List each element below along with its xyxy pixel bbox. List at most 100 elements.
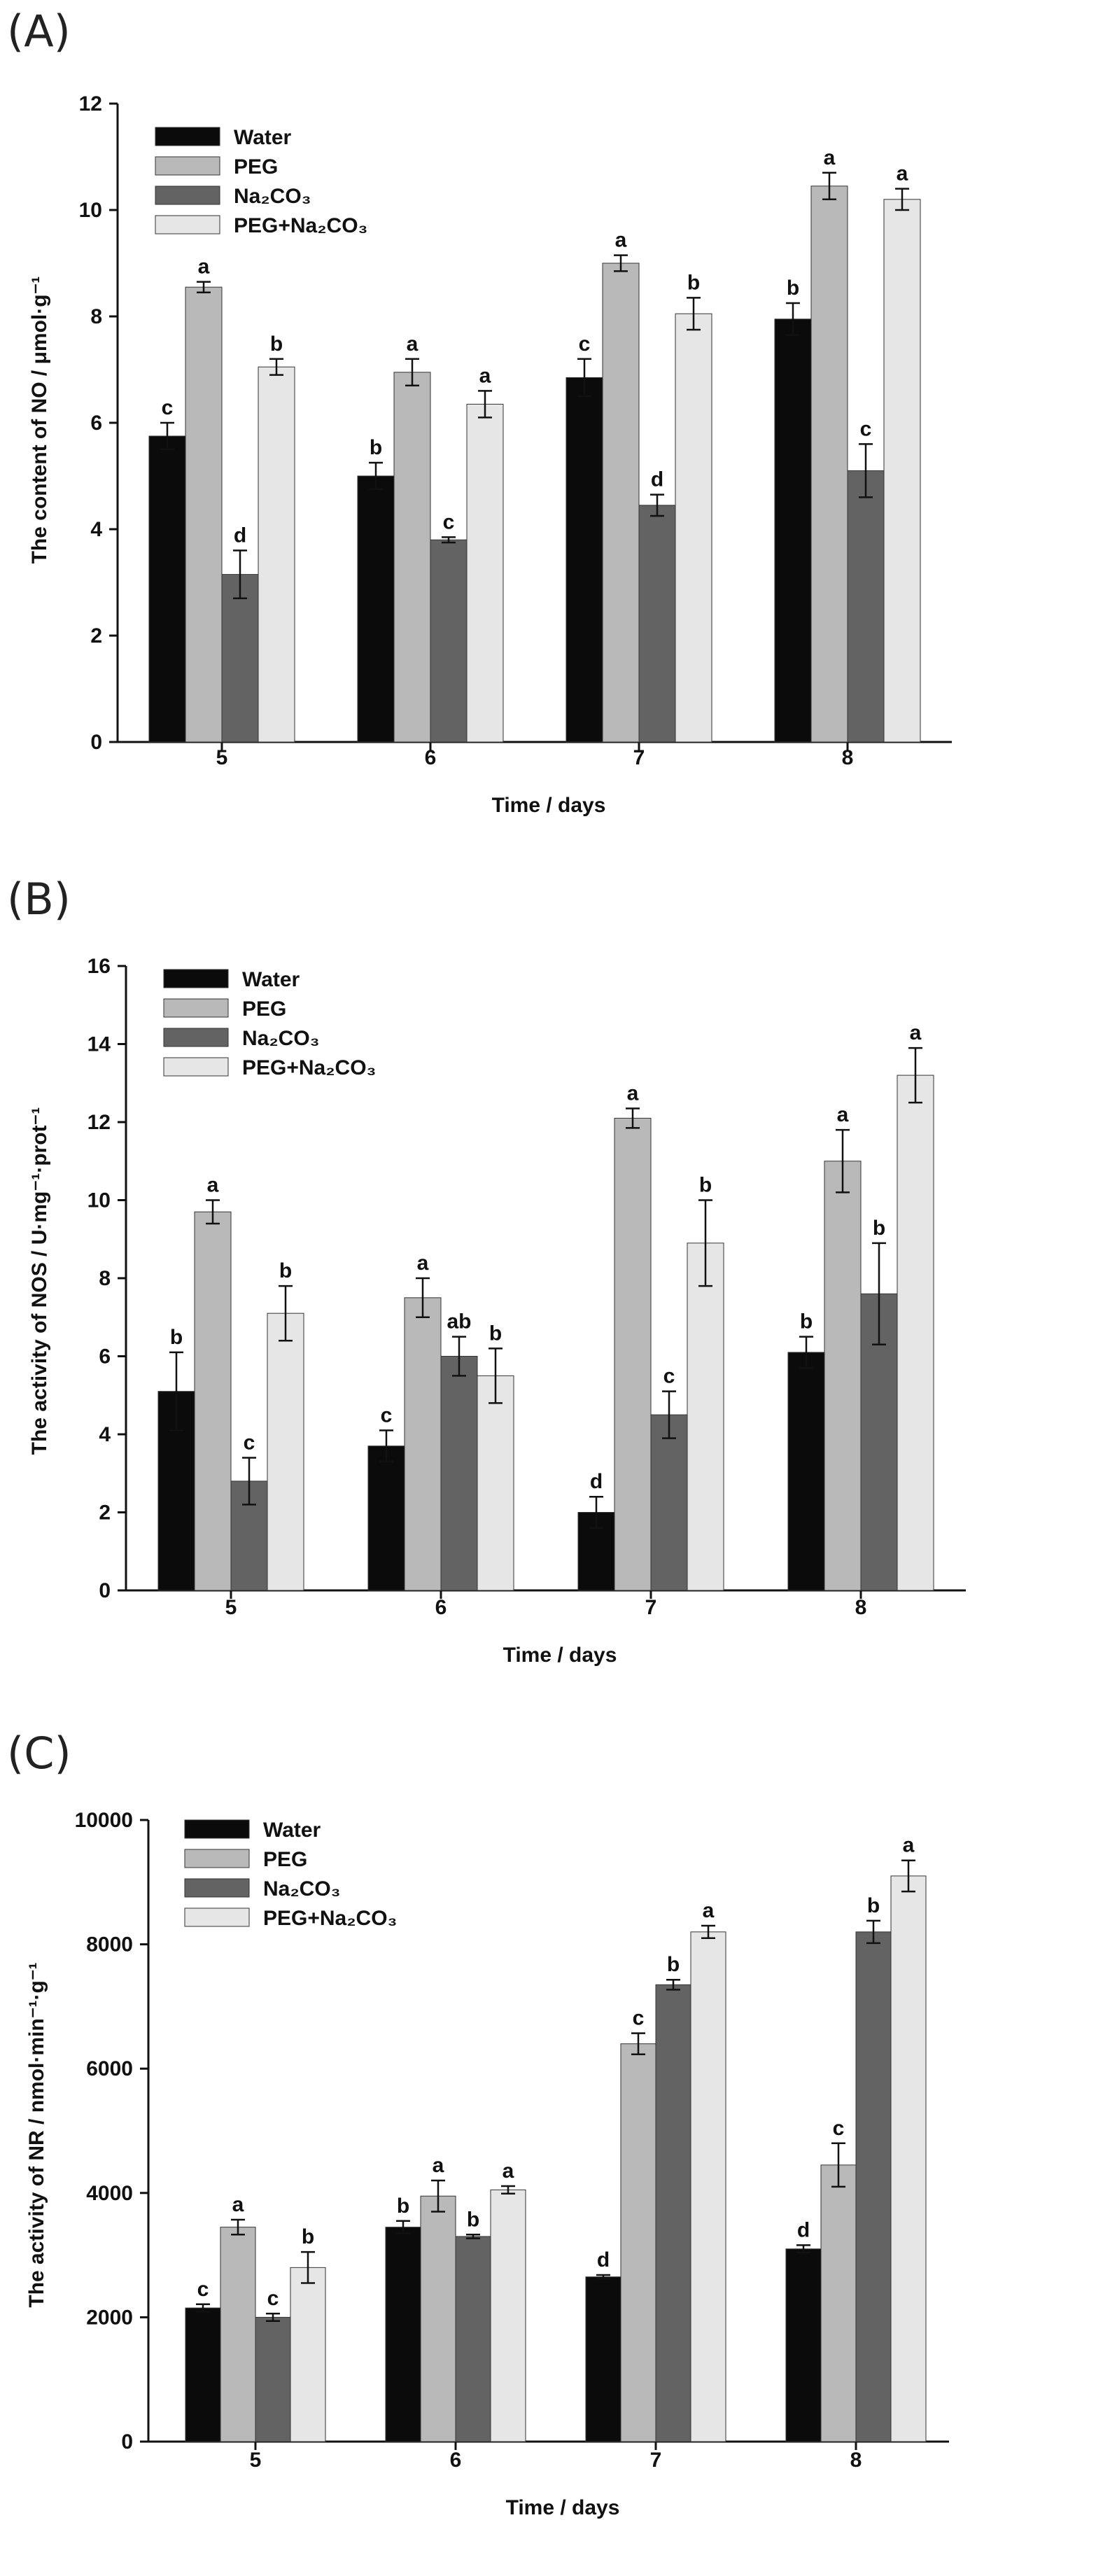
x-tick-label: 5: [216, 746, 228, 769]
significance-letter: c: [663, 1365, 675, 1388]
legend-swatch: [184, 1878, 250, 1898]
bar-peg: [404, 1297, 442, 1591]
y-tick-label: 4000: [86, 2182, 133, 2205]
bar-peg-na2co3: [267, 1312, 304, 1591]
legend-swatch: [155, 215, 220, 234]
bar-peg: [810, 186, 848, 743]
bar-peg-na2co3: [490, 2189, 526, 2442]
y-tick-label: 0: [121, 2430, 133, 2454]
legend-swatch: [184, 1907, 250, 1927]
bar-peg-na2co3: [290, 2267, 326, 2442]
y-tick-label: 0: [99, 1579, 111, 1602]
x-tick-label: 5: [225, 1596, 237, 1619]
bar-peg-na2co3: [897, 1074, 934, 1591]
legend-swatch: [163, 998, 229, 1018]
significance-letter: a: [910, 1021, 922, 1044]
chart-a-svg: 0 2 4 6 8 10 12 The content of NO / μmol·g⁻¹ 5 c a…: [28, 92, 952, 817]
significance-letter: a: [897, 162, 908, 186]
bar-peg-na2co3: [477, 1375, 514, 1591]
x-tick-label: 5: [250, 2449, 262, 2472]
bar-water: [385, 2227, 421, 2442]
y-tick-label: 10: [79, 199, 102, 222]
significance-letter: b: [489, 1322, 502, 1345]
legend-swatch: [184, 1849, 250, 1868]
significance-letter: c: [162, 396, 174, 419]
bar-na2co3: [255, 2316, 291, 2442]
legend-swatch: [155, 127, 220, 146]
y-axis-label: The content of NO / μmol·g⁻¹: [28, 276, 51, 564]
bar-water: [785, 2248, 822, 2442]
significance-letter: a: [615, 229, 627, 252]
y-tick-label: 6: [99, 1345, 111, 1368]
significance-letter: b: [279, 1259, 292, 1282]
y-axis-label: The activity of NOS / U·mg⁻¹·prot⁻¹: [28, 1107, 51, 1455]
legend-label: Water: [263, 1819, 321, 1842]
bar-peg-na2co3: [690, 1931, 726, 2442]
legend-label: PEG+Na₂CO₃: [263, 1907, 397, 1930]
legend-label: Water: [242, 968, 300, 991]
significance-letter: c: [833, 2117, 845, 2140]
legend-label: PEG+Na₂CO₃: [234, 214, 367, 237]
bar-peg-na2co3: [890, 1875, 927, 2442]
significance-letter: c: [381, 1404, 393, 1427]
x-tick-label: 7: [645, 1596, 657, 1619]
bar-peg: [614, 1117, 652, 1591]
significance-letter: a: [207, 1174, 219, 1197]
bar-peg: [602, 262, 640, 743]
legend-label: PEG: [263, 1848, 307, 1871]
bar-na2co3: [650, 1414, 688, 1591]
significance-letter: a: [824, 146, 836, 169]
chart-panel-c: (C) 0 2000 4000 6000 8000 10000 The activity o…: [0, 1722, 1096, 2576]
y-tick-label: 8000: [86, 1933, 133, 1956]
x-axis-label: Time / days: [506, 2496, 620, 2519]
bar-water: [774, 318, 812, 743]
x-tick-label: 7: [650, 2449, 662, 2472]
significance-letter: b: [800, 1310, 813, 1334]
significance-letter: b: [867, 1894, 880, 1917]
legend-label: Water: [234, 126, 292, 149]
significance-letter: b: [302, 2225, 314, 2248]
legend-swatch: [163, 1057, 229, 1077]
legend-label: PEG: [242, 997, 286, 1021]
bar-water: [148, 435, 186, 743]
significance-letter: b: [787, 276, 799, 300]
significance-letter: b: [873, 1217, 885, 1240]
significance-letter: d: [590, 1470, 603, 1493]
bar-peg: [824, 1161, 862, 1591]
y-tick-label: 2000: [86, 2306, 133, 2329]
bar-peg-na2co3: [466, 403, 504, 743]
y-tick-label: 2: [99, 1502, 111, 1525]
significance-letter: a: [503, 2160, 514, 2183]
bar-na2co3: [430, 539, 468, 743]
panel-label: (B): [7, 874, 71, 925]
significance-letter: b: [667, 1953, 680, 1976]
bar-na2co3: [221, 574, 259, 743]
y-tick-label: 2: [90, 624, 102, 648]
significance-letter: b: [699, 1174, 712, 1197]
y-tick-label: 10000: [75, 1809, 133, 1832]
significance-letter: a: [627, 1082, 639, 1105]
significance-letter: b: [270, 332, 283, 356]
y-tick-label: 6000: [86, 2057, 133, 2080]
significance-letter: d: [651, 468, 663, 491]
panel-label: (A): [7, 6, 71, 57]
bar-peg: [185, 286, 223, 743]
x-tick-label: 6: [435, 1596, 447, 1619]
y-tick-label: 4: [99, 1423, 111, 1446]
x-tick-label: 6: [450, 2449, 462, 2472]
bar-water: [585, 2276, 621, 2442]
y-tick-label: 14: [87, 1033, 111, 1056]
bar-water: [787, 1352, 825, 1591]
legend-label: PEG: [234, 155, 278, 178]
significance-letter: d: [234, 524, 246, 547]
legend-label: Na₂CO₃: [263, 1877, 341, 1900]
bar-peg-na2co3: [687, 1242, 724, 1591]
bar-na2co3: [655, 1984, 691, 2442]
bar-peg: [820, 2164, 857, 2442]
bar-peg-na2co3: [258, 366, 295, 743]
significance-letter: a: [703, 1899, 715, 1922]
y-tick-label: 6: [90, 412, 102, 435]
significance-letter: c: [860, 417, 872, 440]
legend-label: PEG+Na₂CO₃: [242, 1056, 376, 1079]
significance-letter: c: [633, 2007, 645, 2030]
